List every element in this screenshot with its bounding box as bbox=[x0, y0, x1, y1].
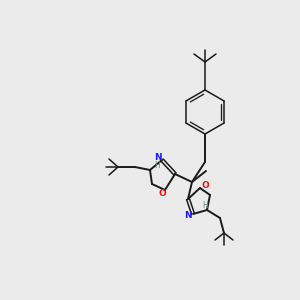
Text: H: H bbox=[154, 160, 160, 169]
Text: O: O bbox=[158, 188, 166, 197]
Text: O: O bbox=[201, 182, 209, 190]
Text: N: N bbox=[154, 152, 162, 161]
Text: N: N bbox=[184, 211, 192, 220]
Text: H: H bbox=[202, 200, 208, 209]
